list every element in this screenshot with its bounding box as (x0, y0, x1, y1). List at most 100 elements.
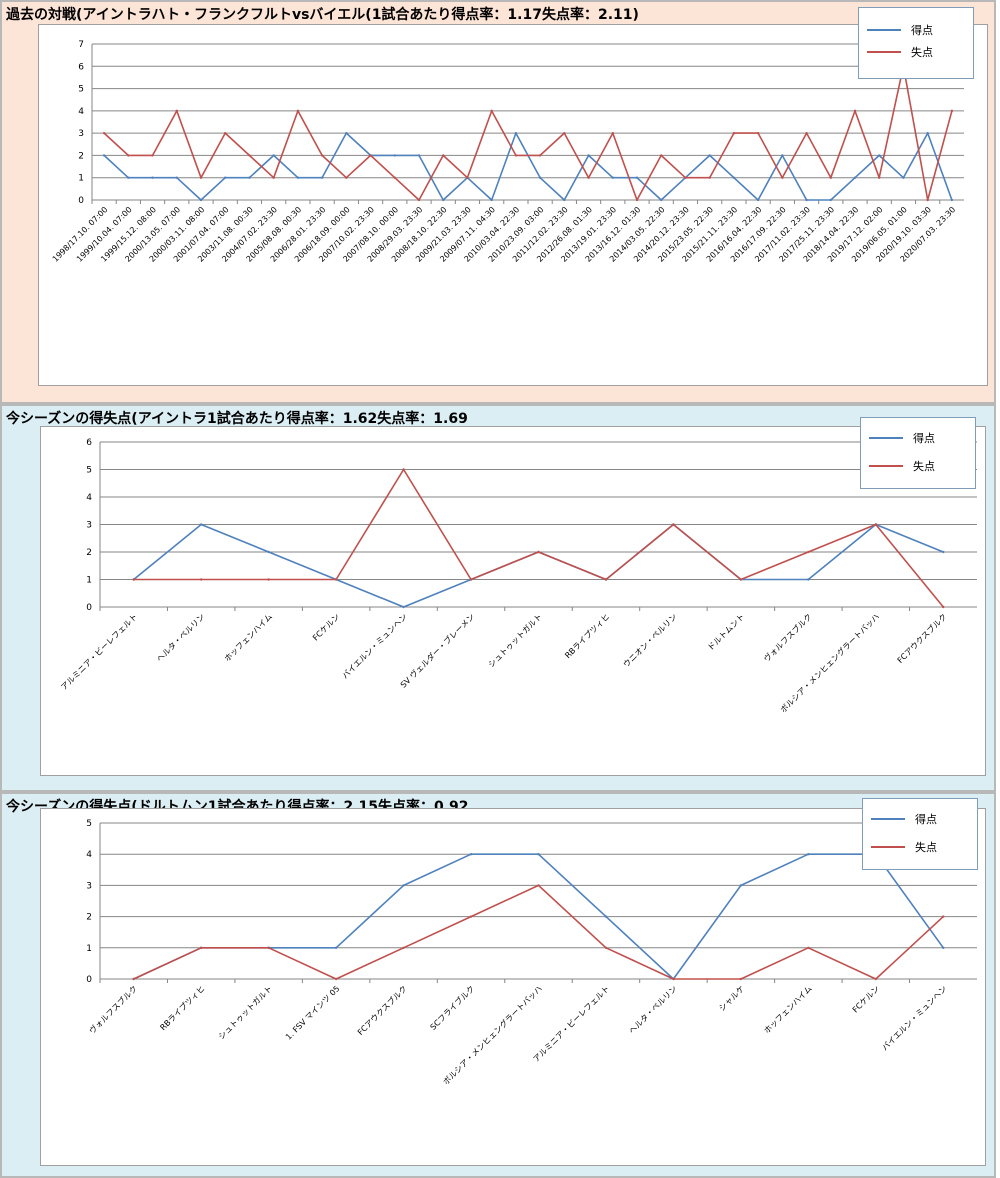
data-point (805, 131, 808, 135)
data-point (369, 154, 372, 157)
data-point (739, 977, 743, 981)
series-line-conceded (133, 468, 944, 608)
data-point (708, 176, 711, 179)
legend-item-scored: 得点 (867, 22, 933, 38)
x-tick-label: バイエルン・ミュンヘン (341, 612, 409, 680)
legend-swatch-conceded (871, 846, 905, 848)
line-chart: 0 1 2 3 4 5 ヴォルフスブルク RBライプツィヒ シュトゥットガルト 1. FSV マイ… (86, 819, 977, 1087)
legend-label: 失点 (913, 460, 935, 473)
data-point (537, 884, 540, 887)
data-point (942, 915, 945, 918)
data-point (296, 176, 300, 179)
x-tick-label: ヘルタ・ベルリン (627, 984, 679, 1036)
data-point (807, 853, 810, 856)
data-point (732, 131, 736, 135)
plot-area: 0 1 2 3 4 5 ヴォルフスブルク RBライプツィヒ シュトゥットガルト 1. FSV マイ… (40, 808, 986, 1166)
data-point (151, 176, 154, 179)
chart-panel-past-matches: 過去の対戦(アイントラハト・フランクフルトvsバイエル(1試合あたり得点率：1.… (0, 0, 996, 404)
data-point (272, 176, 275, 179)
x-tick-label: ホッフェンハイム (762, 984, 813, 1035)
data-point (853, 109, 857, 113)
x-tick-label: ドルトムント (706, 612, 746, 652)
data-point (563, 131, 566, 135)
x-tick-label: シャルケ (717, 984, 746, 1013)
data-point (874, 523, 878, 526)
legend-item-scored: 得点 (869, 430, 935, 446)
x-tick-label: FCケルン (851, 984, 881, 1014)
data-point (942, 946, 945, 949)
data-point (267, 946, 270, 949)
y-tick-label: 1 (86, 944, 92, 954)
data-point (102, 154, 106, 157)
series-line-conceded (133, 884, 944, 980)
y-tick-label: 2 (78, 151, 84, 161)
y-tick-label: 4 (86, 850, 92, 860)
y-tick-label: 4 (78, 107, 84, 117)
series-line-scored (133, 523, 944, 608)
chart-legend: 得点 失点 (860, 417, 976, 489)
data-point (708, 154, 711, 157)
legend-item-scored: 得点 (871, 811, 937, 827)
x-tick-label: ヴォルフスブルク (761, 611, 813, 663)
data-point (199, 946, 203, 949)
y-tick-label: 2 (86, 548, 92, 558)
data-point (514, 154, 518, 157)
chart-title: 過去の対戦(アイントラハト・フランクフルトvsバイエル(1試合あたり得点率：1.… (6, 7, 639, 23)
y-tick-label: 7 (78, 40, 84, 50)
data-point (417, 154, 421, 157)
data-point (345, 176, 348, 179)
data-point (660, 154, 663, 157)
data-point (469, 578, 473, 581)
x-tick-label: シュトゥットガルト (216, 983, 274, 1041)
data-point (417, 198, 421, 202)
data-point (878, 176, 881, 179)
data-point (829, 198, 832, 202)
data-point (635, 198, 639, 202)
data-point (807, 550, 810, 554)
series-line-conceded (103, 65, 953, 201)
data-point (102, 131, 106, 135)
data-point (393, 154, 396, 157)
data-point (756, 198, 760, 202)
x-tick-label: 1. FSV マインツ 05 (284, 984, 342, 1042)
data-point (807, 946, 810, 949)
y-tick-label: 2 (86, 913, 92, 923)
plot-area: 0 1 2 3 4 5 6 7 1998/17.10. 07:00 1999/10.04. 07:… (38, 24, 988, 386)
y-tick-label: 1 (86, 576, 92, 586)
data-point (611, 176, 614, 179)
data-point (805, 198, 808, 202)
x-tick-label: FCアウクスブルク (355, 983, 409, 1037)
data-point (604, 915, 608, 918)
x-tick-label: ヘルタ・ベルリン (155, 612, 207, 664)
data-point (127, 154, 130, 157)
y-tick-label: 0 (86, 975, 92, 985)
data-point (334, 977, 338, 981)
data-point (248, 176, 251, 179)
data-point (950, 198, 954, 202)
y-tick-label: 1 (78, 174, 84, 184)
legend-label: 得点 (913, 432, 935, 445)
data-point (611, 131, 614, 135)
y-tick-label: 5 (78, 85, 84, 95)
chart-panel-eintracht-season: 今シーズンの得失点(アイントラ1試合あたり得点率：1.62失点率：1.69 0 1… (0, 404, 996, 792)
data-point (829, 176, 832, 179)
x-tick-label: RBライプツィヒ (158, 984, 206, 1032)
y-tick-label: 4 (86, 493, 92, 503)
data-point (320, 154, 324, 157)
data-point (345, 131, 348, 135)
y-tick-label: 3 (86, 881, 92, 891)
y-tick-label: 5 (86, 819, 92, 829)
legend-swatch-scored (869, 437, 903, 439)
data-point (175, 109, 178, 113)
data-point (334, 946, 338, 949)
data-point (442, 198, 445, 202)
legend-label: 得点 (911, 24, 933, 37)
data-point (732, 176, 736, 179)
data-point (272, 154, 275, 157)
data-point (490, 198, 493, 202)
data-point (781, 154, 784, 157)
x-tick-label: SV ヴェルダー・ブレーメン (398, 611, 476, 689)
data-point (175, 176, 178, 179)
data-point (402, 884, 405, 887)
